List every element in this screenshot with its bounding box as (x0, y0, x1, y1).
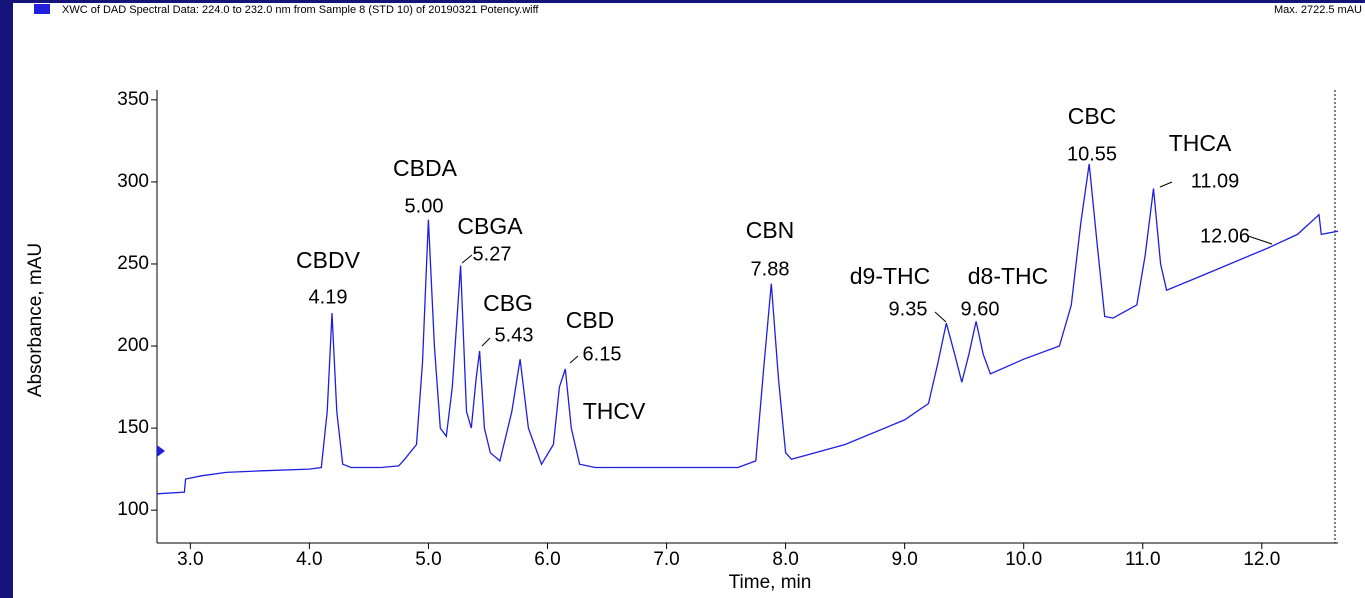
chart-subtitle: Max. 2722.5 mAU (1274, 4, 1362, 16)
x-tick-label: 6.0 (534, 549, 560, 570)
y-tick-label: 100 (117, 499, 149, 520)
x-tick-label: 3.0 (177, 549, 203, 570)
leader-line (1159, 181, 1173, 188)
peak-name: d8-THC (968, 263, 1049, 289)
y-tick-label: 350 (117, 89, 149, 110)
leader-line (461, 254, 473, 264)
peak-time: 9.35 (889, 298, 928, 320)
chart-title: XWC of DAD Spectral Data: 224.0 to 232.0… (62, 4, 539, 16)
peak-time: 4.19 (309, 286, 348, 308)
peak-time: 9.60 (961, 298, 1000, 320)
x-tick-label: 10.0 (1005, 549, 1042, 570)
peak-time: 5.00 (405, 195, 444, 217)
peak-name: CBN (746, 217, 795, 243)
peak-name: CBD (566, 307, 615, 333)
peak-name: CBDV (296, 247, 361, 273)
peak-name: THCV (583, 398, 646, 424)
x-tick-label: 7.0 (653, 549, 679, 570)
y-tick-label: 150 (117, 417, 149, 438)
peak-time: 7.88 (751, 258, 790, 280)
leader-line (569, 355, 579, 364)
peak-time: 6.15 (583, 343, 622, 365)
peak-time: 12.06 (1200, 225, 1250, 247)
leader-line (934, 311, 947, 323)
y-axis-label: Absorbance, mAU (25, 243, 46, 397)
peak-time: 10.55 (1067, 143, 1117, 165)
peak-name: CBGA (457, 213, 523, 239)
peak-time: 11.09 (1191, 170, 1240, 192)
x-axis-label: Time, min (729, 572, 812, 593)
axis-marker (157, 445, 165, 457)
x-tick-label: 8.0 (772, 549, 798, 570)
y-tick-label: 200 (117, 335, 149, 356)
peak-name: CBC (1068, 103, 1117, 129)
leader-line (1247, 235, 1273, 245)
peak-time: 5.43 (495, 324, 534, 346)
leader-line (481, 337, 491, 347)
y-tick-label: 300 (117, 171, 149, 192)
peak-name: d9-THC (850, 263, 931, 289)
y-tick-label: 250 (117, 253, 149, 274)
peak-time: 5.27 (473, 243, 512, 265)
x-tick-label: 4.0 (296, 549, 322, 570)
trace (156, 163, 1339, 495)
x-tick-label: 9.0 (891, 549, 917, 570)
peak-name: THCA (1169, 130, 1232, 156)
peak-name: CBDA (393, 155, 458, 181)
x-tick-label: 12.0 (1243, 549, 1280, 570)
trace-icon (34, 4, 50, 14)
peak-name: CBG (483, 290, 533, 316)
frame-top (0, 0, 1365, 3)
x-tick-label: 11.0 (1125, 549, 1161, 570)
x-tick-label: 5.0 (415, 549, 441, 570)
frame-left (0, 0, 13, 598)
